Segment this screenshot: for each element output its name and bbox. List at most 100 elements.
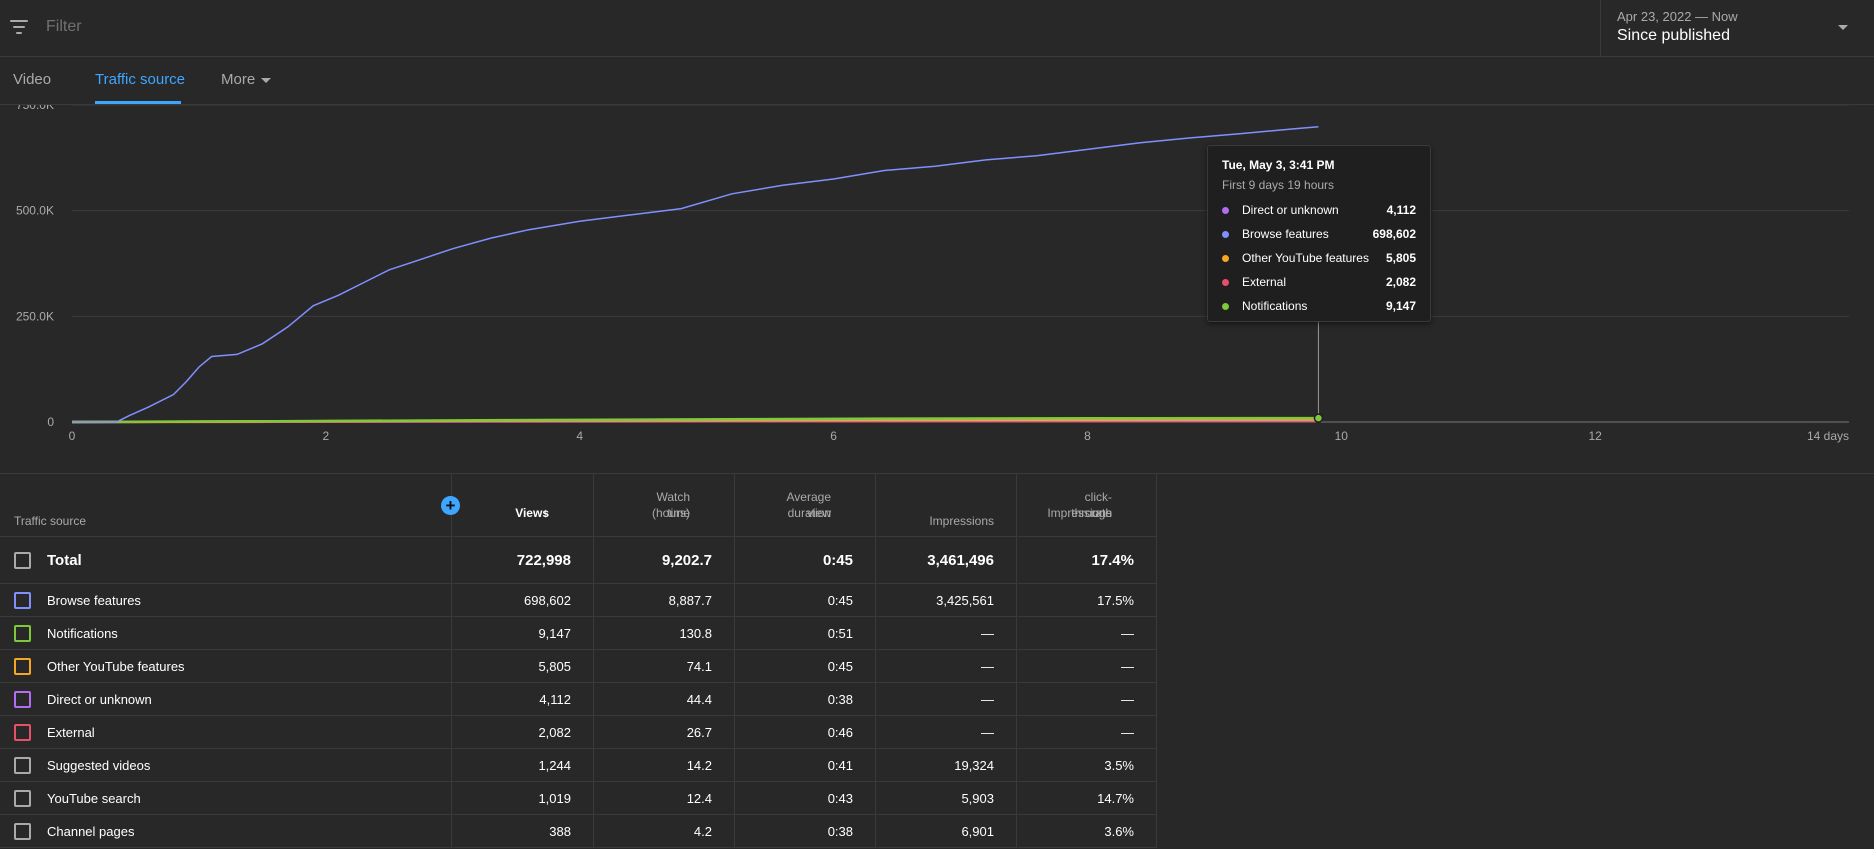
y-tick-label: 0 — [47, 415, 54, 429]
cell-value: 14.2 — [686, 757, 712, 773]
table-row[interactable]: External 2,082 26.7 0:46 — — — [0, 716, 1157, 749]
legend-dot-icon — [1222, 255, 1229, 262]
tab-more[interactable]: More — [221, 71, 272, 88]
cell-value: — — [981, 724, 994, 740]
tab-video[interactable]: Video — [13, 71, 52, 88]
x-tick-label: 4 — [576, 429, 583, 443]
table-cell-ctr: — — [1016, 617, 1157, 649]
table-cell-watch: 12.4 — [593, 782, 734, 814]
table-row[interactable]: Notifications 9,147 130.8 0:51 — — — [0, 617, 1157, 650]
x-tick-label: 6 — [830, 429, 837, 443]
cell-value: 6,901 — [961, 823, 994, 839]
table-cell-views: 388 — [451, 815, 593, 847]
traffic-source-table: Traffic source Views ↓ + Watch time (hours… — [0, 473, 1874, 849]
header-watch-time[interactable]: Watch time (hours) — [593, 474, 734, 537]
cell-value: 5,903 — [961, 790, 994, 806]
row-label: Channel pages — [47, 823, 135, 839]
table-cell-avg: 0:38 — [734, 815, 875, 847]
cell-value: 0:45 — [827, 658, 853, 674]
table-row[interactable]: Browse features 698,602 8,887.7 0:45 3,425,5… — [0, 584, 1157, 617]
top-bar: Filter Apr 23, 2022 — Now Since publishe… — [0, 0, 1874, 57]
row-label: External — [47, 724, 95, 740]
caret-down-icon — [261, 77, 272, 83]
header-views[interactable]: Views ↓ — [451, 474, 593, 537]
add-metric-button[interactable]: + — [441, 496, 460, 515]
row-checkbox[interactable] — [14, 592, 31, 609]
table-row[interactable]: Channel pages 388 4.2 0:38 6,901 3.6% — [0, 815, 1157, 848]
cell-value: 1,019 — [538, 790, 571, 806]
tooltip-row-value: 698,602 — [1372, 227, 1416, 241]
table-cell-avg: 0:46 — [734, 716, 875, 748]
table-cell-impressions: 6,901 — [875, 815, 1016, 847]
tooltip-row-label: Other YouTube features — [1242, 251, 1369, 265]
hover-point — [1313, 413, 1324, 423]
table-cell-views: 2,082 — [451, 716, 593, 748]
row-checkbox[interactable] — [14, 790, 31, 807]
table-cell-impressions: — — [875, 716, 1016, 748]
table-cell-ctr: 17.5% — [1016, 584, 1157, 616]
cell-value: 4.2 — [693, 823, 712, 839]
tab-bar: Video Traffic source More — [0, 57, 1874, 105]
date-period-label: Since published — [1617, 27, 1730, 44]
cell-value: 0:45 — [822, 551, 853, 569]
header-ctr[interactable]: Impressions click-through rate — [1016, 474, 1157, 537]
header-traffic-source[interactable]: Traffic source — [14, 514, 87, 528]
x-tick-label: 10 — [1335, 429, 1349, 443]
cell-value: 44.4 — [686, 691, 712, 707]
cell-value: 19,324 — [954, 757, 994, 773]
table-cell-watch: 26.7 — [593, 716, 734, 748]
row-checkbox[interactable] — [14, 823, 31, 840]
header-watch-time-line2: (hours) — [651, 506, 690, 520]
tooltip-row: Browse features 698,602 — [1222, 226, 1416, 250]
filter-icon[interactable] — [10, 20, 28, 34]
table-cell-views: 1,019 — [451, 782, 593, 814]
x-tick-label: 0 — [69, 429, 76, 443]
table-row[interactable]: YouTube search 1,019 12.4 0:43 5,903 14.7% — [0, 782, 1157, 815]
cell-value: 388 — [549, 823, 571, 839]
row-checkbox[interactable] — [14, 757, 31, 774]
table-row[interactable]: Direct or unknown 4,112 44.4 0:38 — — — [0, 683, 1157, 716]
row-label: YouTube search — [47, 790, 141, 806]
row-label: Suggested videos — [47, 757, 151, 773]
tab-traffic-source[interactable]: Traffic source — [95, 71, 186, 88]
header-impressions[interactable]: Impressions — [875, 474, 1016, 537]
chevron-down-icon — [1838, 25, 1848, 30]
table-cell-views: 4,112 — [451, 683, 593, 715]
cell-value: — — [1121, 691, 1134, 707]
table-cell-ctr: — — [1016, 716, 1157, 748]
tooltip-row-label: Notifications — [1242, 299, 1308, 313]
header-avg-view-duration[interactable]: Average view duration — [734, 474, 875, 537]
table-cell-impressions: — — [875, 683, 1016, 715]
cell-value: 0:41 — [827, 757, 853, 773]
table-cell-avg: 0:45 — [734, 537, 875, 583]
cell-value: 3.6% — [1104, 823, 1134, 839]
row-label: Notifications — [47, 625, 118, 641]
row-checkbox[interactable] — [14, 625, 31, 642]
table-cell-avg: 0:38 — [734, 683, 875, 715]
row-checkbox[interactable] — [14, 552, 31, 569]
table-cell-impressions: 3,425,561 — [875, 584, 1016, 616]
x-tick-label: 12 — [1588, 429, 1602, 443]
table-row[interactable]: Suggested videos 1,244 14.2 0:41 19,324 3.5% — [0, 749, 1157, 782]
y-tick-label: 250.0K — [16, 309, 54, 323]
row-checkbox[interactable] — [14, 658, 31, 675]
table-cell-views: 698,602 — [451, 584, 593, 616]
table-row[interactable]: Other YouTube features 5,805 74.1 0:45 — — — [0, 650, 1157, 683]
date-range-selector[interactable]: Apr 23, 2022 — Now Since published — [1600, 0, 1874, 57]
table-cell-impressions: — — [875, 617, 1016, 649]
traffic-chart[interactable]: 0 250.0K 500.0K 750.0K 0 2 4 6 8 10 12 14 days Tue,… — [0, 105, 1874, 473]
header-watch-time-line1: Watch time — [656, 490, 690, 520]
row-checkbox[interactable] — [14, 691, 31, 708]
table-cell-views: 722,998 — [451, 537, 593, 583]
filter-input[interactable]: Filter — [46, 18, 82, 35]
tooltip-row-value: 4,112 — [1386, 203, 1416, 217]
table-cell-avg: 0:45 — [734, 650, 875, 682]
tooltip-rows: Direct or unknown 4,112 Browse features 698… — [1222, 202, 1416, 322]
chart-svg: 0 250.0K 500.0K 750.0K 0 2 4 6 8 10 12 14 days — [16, 105, 1849, 443]
row-checkbox[interactable] — [14, 724, 31, 741]
table-total-row[interactable]: Total 722,998 9,202.7 0:45 3,461,496 17.4% — [0, 537, 1157, 584]
header-avg-line1: Average view — [786, 490, 831, 520]
cell-value: — — [1121, 625, 1134, 641]
sort-down-arrow-icon: ↓ — [542, 505, 550, 520]
header-ctr-line1: Impressions — [1047, 506, 1112, 520]
